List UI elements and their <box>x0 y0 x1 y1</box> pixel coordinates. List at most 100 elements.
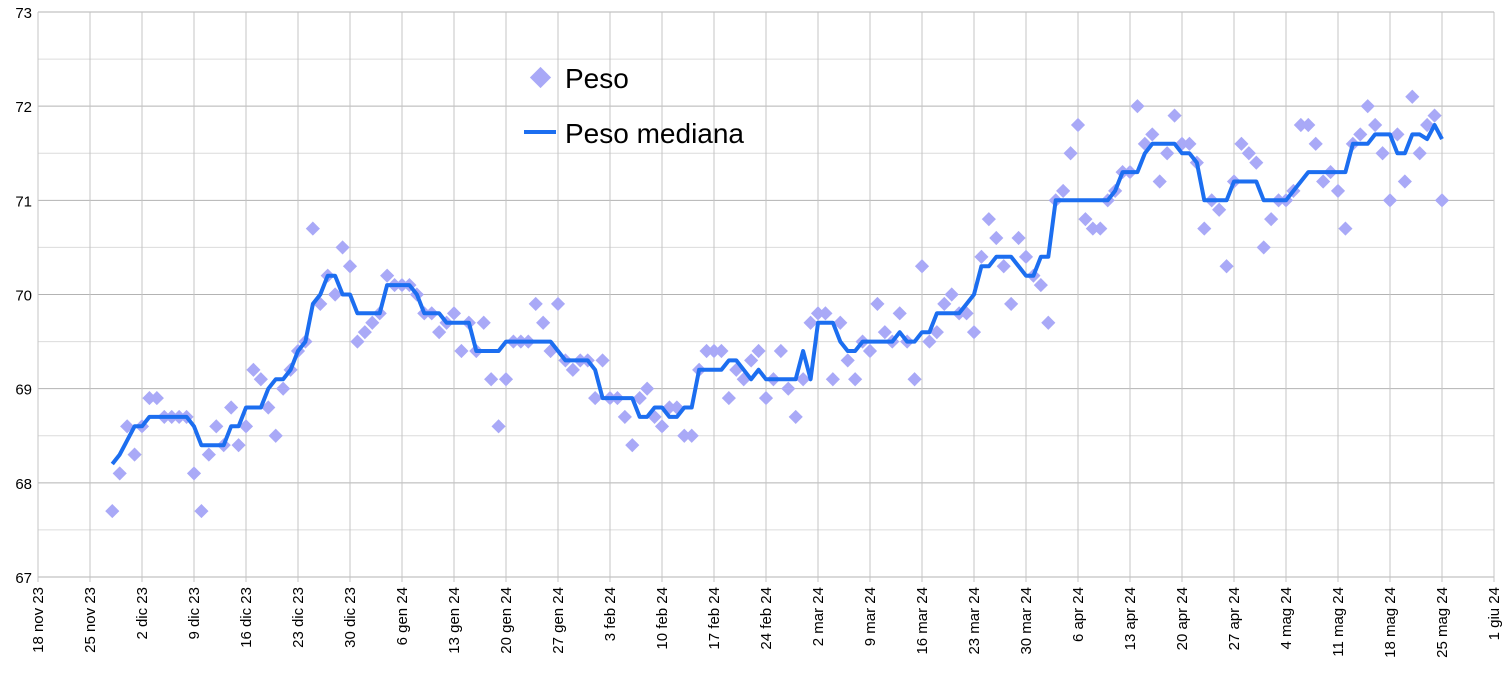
peso-point <box>484 372 499 387</box>
peso-point <box>914 259 930 274</box>
peso-point <box>380 268 395 283</box>
peso-point <box>803 315 818 330</box>
peso-point <box>1167 108 1182 123</box>
peso-point <box>1018 249 1034 264</box>
peso-point <box>922 334 937 349</box>
x-tick-label: 4 mag 24 <box>1278 587 1295 650</box>
peso-point <box>335 240 350 255</box>
peso-point <box>721 391 736 406</box>
x-tick-label: 30 mar 24 <box>1018 587 1035 655</box>
peso-point <box>328 287 343 302</box>
peso-point <box>1338 221 1353 236</box>
y-tick-label: 68 <box>15 476 32 493</box>
peso-point <box>810 306 826 321</box>
peso-point <box>1301 117 1316 133</box>
peso-point <box>1197 221 1212 236</box>
peso-point <box>758 391 774 406</box>
peso-point <box>120 419 135 434</box>
peso-point <box>781 381 796 396</box>
peso-point <box>1368 117 1383 133</box>
peso-point <box>1353 127 1368 142</box>
x-tick-label: 9 mar 24 <box>862 587 879 646</box>
peso-point <box>974 249 989 264</box>
peso-point <box>892 306 907 321</box>
legend-peso-marker <box>529 66 552 89</box>
x-tick-label: 18 mag 24 <box>1382 587 1399 658</box>
x-tick-label: 13 gen 24 <box>446 587 463 654</box>
peso-point <box>253 372 268 387</box>
peso-point <box>1316 174 1331 189</box>
peso-point <box>825 372 840 387</box>
peso-point <box>1063 146 1078 161</box>
x-tick-label: 9 dic 23 <box>186 587 203 640</box>
peso-point <box>268 428 283 443</box>
peso-point <box>276 381 291 396</box>
peso-point <box>1412 146 1427 161</box>
x-tick-label: 20 apr 24 <box>1174 587 1191 650</box>
x-axis: 18 nov 23 25 nov 23 2 dic 23 9 dic 23 16 dic… <box>30 587 1502 658</box>
x-tick-label: 1 giu 24 <box>1486 587 1502 640</box>
peso-point <box>550 296 566 311</box>
peso-point <box>142 391 157 406</box>
peso-point <box>870 296 885 311</box>
x-tick-label: 2 mar 24 <box>810 587 827 646</box>
peso-point <box>201 447 216 462</box>
peso-point <box>1182 136 1197 151</box>
peso-point <box>773 343 788 359</box>
x-tick-label: 11 mag 24 <box>1330 587 1347 657</box>
peso-point <box>498 372 514 387</box>
peso-point <box>1145 127 1160 142</box>
peso-point <box>714 343 729 359</box>
peso-point <box>907 372 922 387</box>
x-tick-label: 20 gen 24 <box>498 587 515 654</box>
peso-point <box>944 287 959 302</box>
grid <box>37 11 1495 582</box>
peso-point <box>342 259 358 274</box>
peso-point <box>1264 212 1279 227</box>
peso-point <box>1093 221 1108 236</box>
peso-point <box>1390 127 1405 142</box>
peso-point <box>862 343 878 359</box>
peso-point <box>1011 230 1026 246</box>
peso-point <box>365 315 380 330</box>
peso-point <box>966 325 982 340</box>
y-tick-label: 69 <box>15 382 32 399</box>
legend-peso-label: Peso <box>565 63 629 94</box>
peso-point <box>706 343 722 359</box>
peso-point <box>1085 221 1100 236</box>
x-tick-label: 27 gen 24 <box>550 587 567 654</box>
peso-point <box>149 391 164 406</box>
peso-point <box>1375 146 1390 161</box>
y-tick-label: 73 <box>15 5 32 22</box>
y-tick-label: 67 <box>15 570 32 587</box>
x-tick-label: 16 dic 23 <box>238 587 255 648</box>
peso-point <box>305 221 320 236</box>
y-tick-label: 72 <box>15 99 32 116</box>
peso-point <box>1241 146 1256 161</box>
peso-point <box>231 438 246 453</box>
x-tick-label: 30 dic 23 <box>342 587 359 648</box>
peso-point <box>1256 240 1271 255</box>
x-tick-label: 23 dic 23 <box>290 587 307 648</box>
peso-point <box>796 372 811 387</box>
peso-point <box>127 447 142 462</box>
peso-point <box>595 353 610 368</box>
peso-point <box>1033 278 1048 293</box>
peso-point <box>1405 89 1420 104</box>
peso-point <box>446 306 462 321</box>
x-tick-label: 18 nov 23 <box>30 587 47 653</box>
peso-point <box>937 296 952 311</box>
peso-point <box>833 315 848 330</box>
peso-point <box>1152 174 1167 189</box>
peso-point <box>105 504 120 519</box>
peso-point <box>1427 108 1442 123</box>
peso-point <box>751 343 766 359</box>
peso-point <box>1004 296 1019 311</box>
x-tick-label: 3 feb 24 <box>602 587 619 641</box>
peso-point <box>1249 155 1264 170</box>
peso-point <box>640 381 655 396</box>
legend-peso-mediana-label: Peso mediana <box>565 118 744 149</box>
legend: Peso Peso mediana <box>524 63 744 149</box>
peso-point <box>818 306 833 321</box>
y-tick-label: 70 <box>15 288 32 305</box>
